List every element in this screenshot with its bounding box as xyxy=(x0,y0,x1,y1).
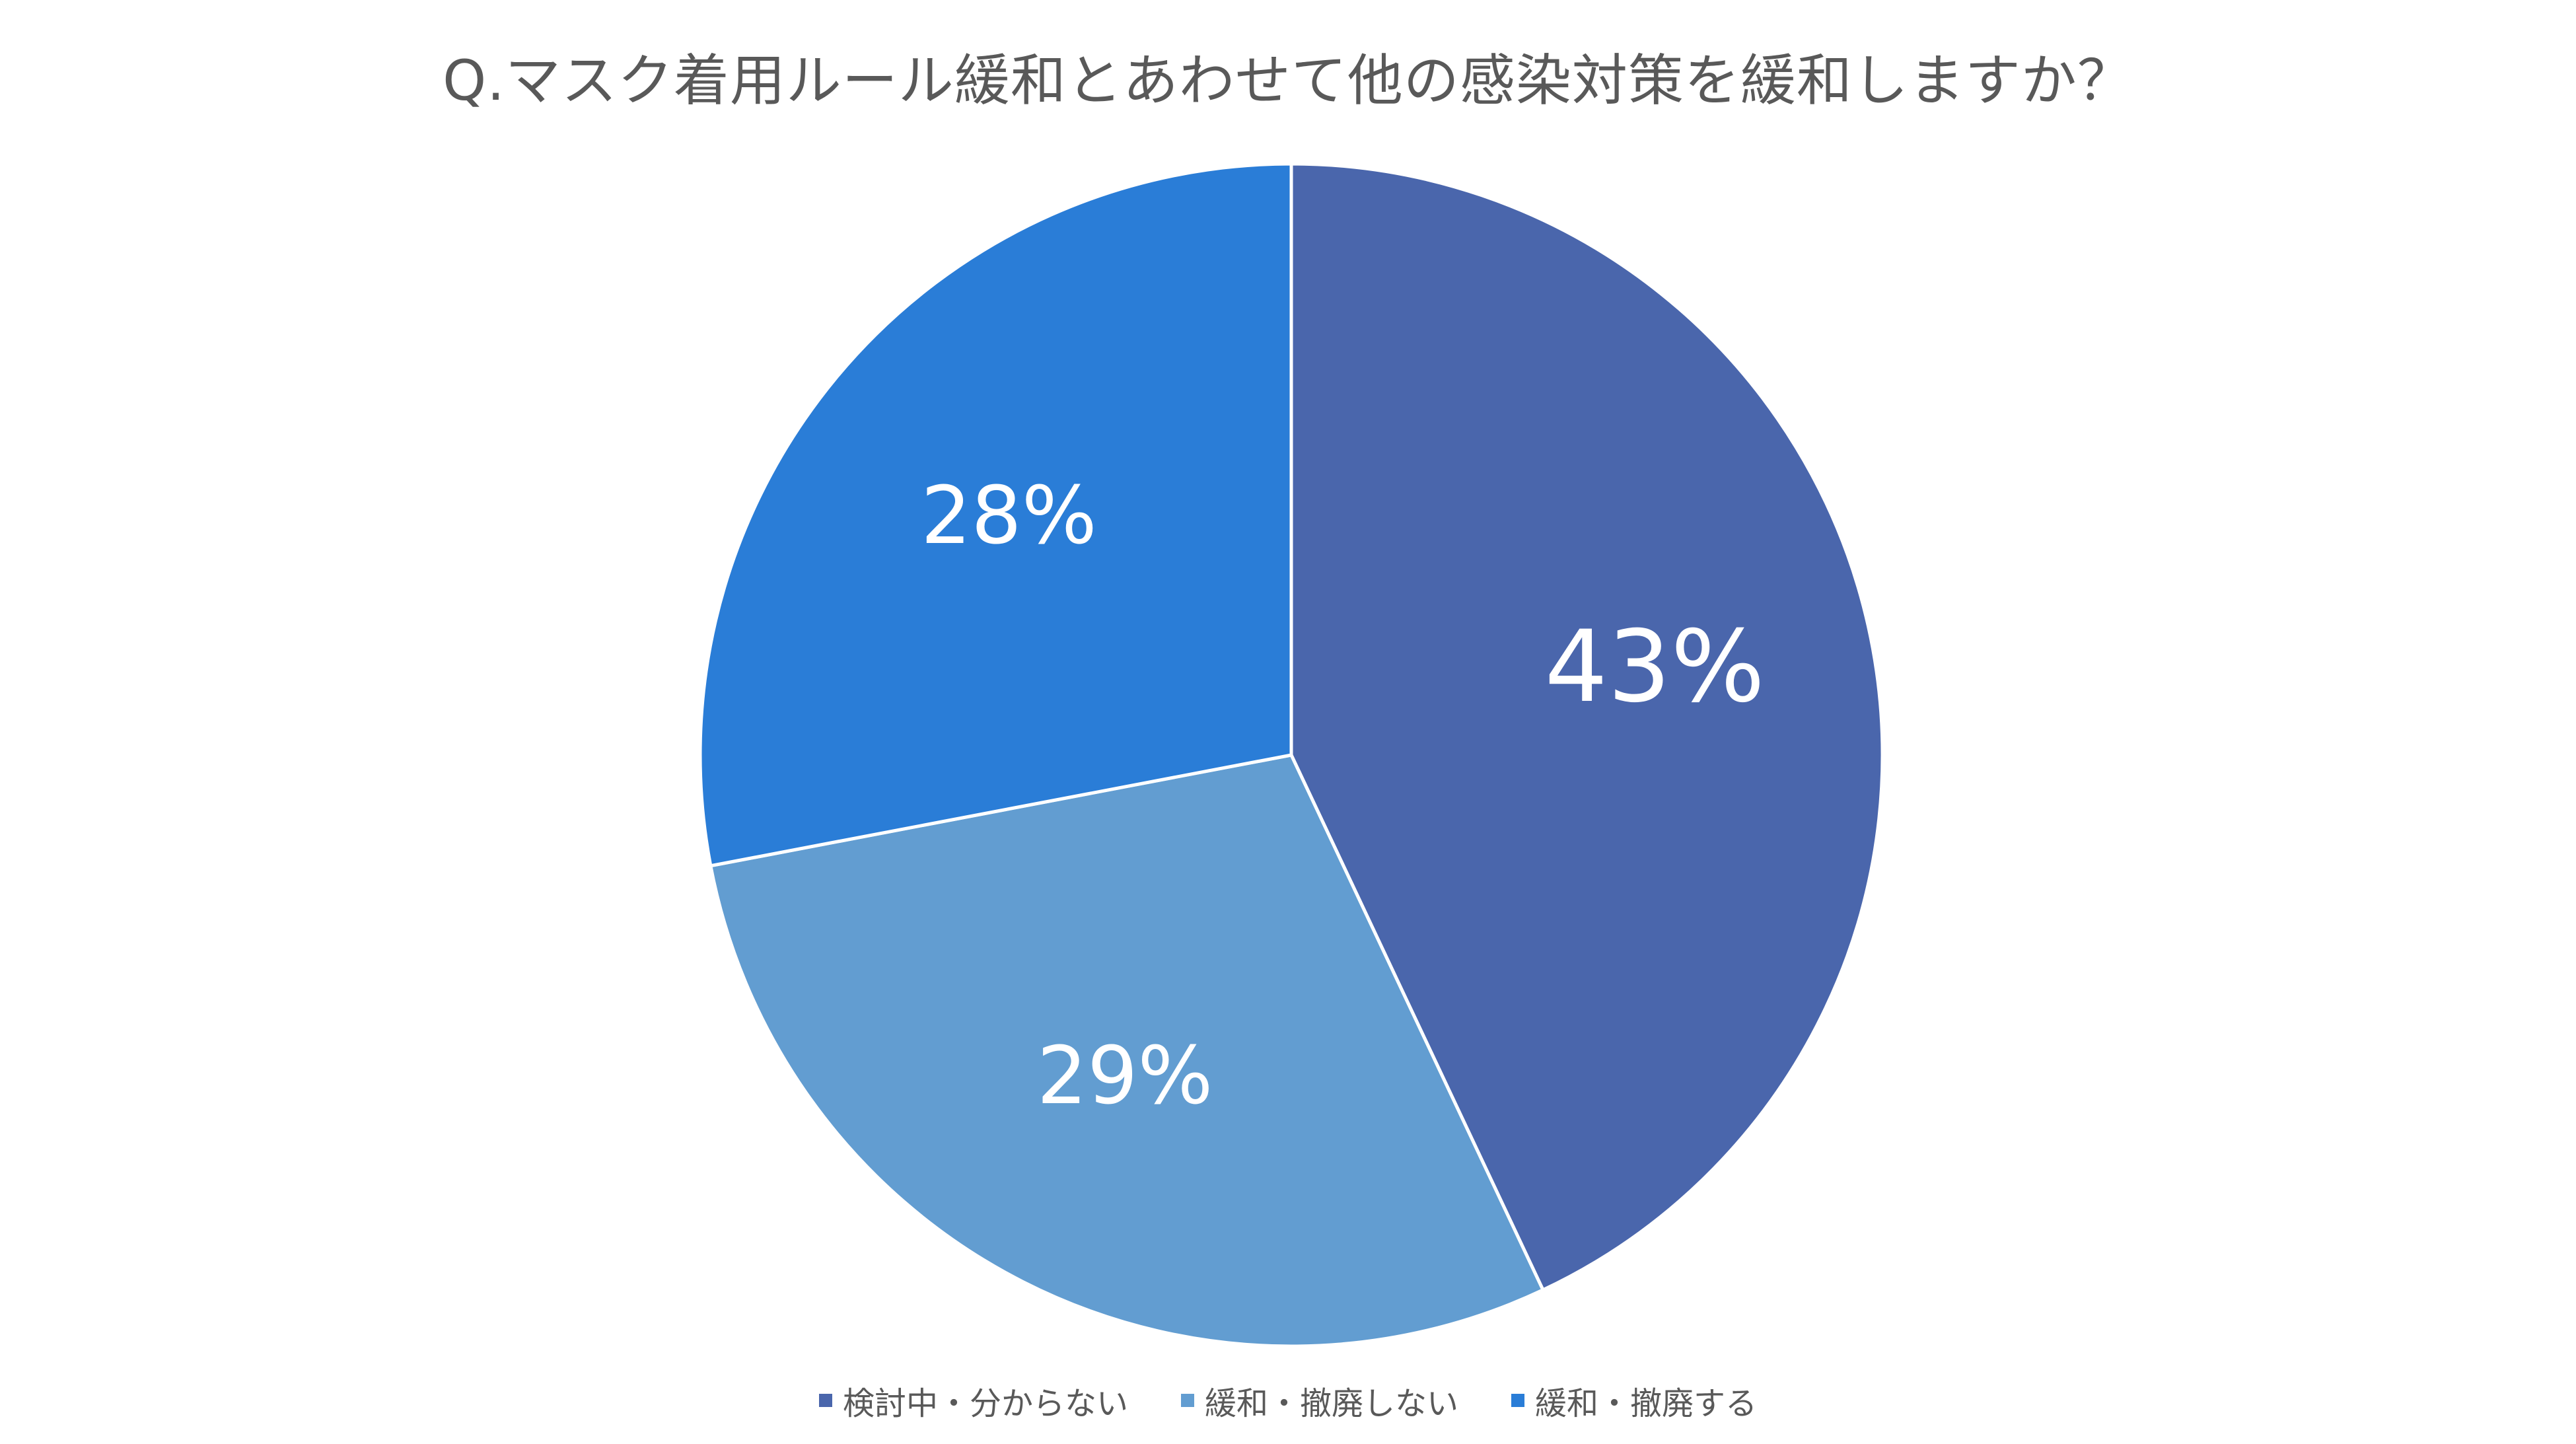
legend-item-0[interactable]: 検討中・分からない xyxy=(818,1377,1128,1424)
legend-swatch-icon xyxy=(1180,1394,1194,1407)
pie-slice-1[interactable] xyxy=(708,753,1546,1348)
pie-slice-2[interactable] xyxy=(698,162,1293,868)
data-label-0: 43% xyxy=(1545,610,1765,725)
legend-label: 緩和・撤廃しない xyxy=(1204,1385,1458,1422)
legend-item-2[interactable]: 緩和・撤廃する xyxy=(1511,1377,1757,1424)
data-label-2: 28% xyxy=(921,470,1097,562)
chart-title: Q.マスク着用ルール緩和とあわせて他の感染対策を緩和しますか？ xyxy=(443,48,2133,113)
legend-label: 検討中・分からない xyxy=(842,1385,1128,1422)
legend-swatch-icon xyxy=(1511,1394,1524,1407)
legend-item-1[interactable]: 緩和・撤廃しない xyxy=(1180,1377,1458,1424)
legend-swatch-icon xyxy=(818,1394,832,1407)
legend-label: 緩和・撤廃する xyxy=(1535,1385,1758,1422)
legend: 検討中・分からない 緩和・撤廃しない 緩和・撤廃する xyxy=(0,1377,2576,1424)
data-label-1: 29% xyxy=(1037,1030,1213,1122)
pie-slice-0[interactable] xyxy=(1289,162,1884,1293)
